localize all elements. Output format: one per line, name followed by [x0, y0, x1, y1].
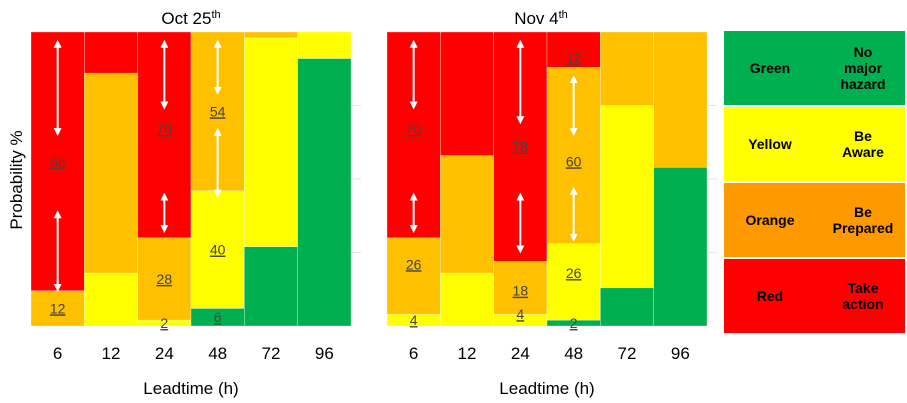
- x-axis-title: Leadtime (h): [143, 379, 238, 398]
- data-label: 6: [214, 309, 222, 325]
- bar-segment-green: [600, 287, 654, 327]
- legend-description: Be Prepared: [833, 204, 894, 236]
- bar-segment-orange: [84, 72, 138, 274]
- y-axis-title: Probability %: [7, 130, 26, 229]
- data-label: 4: [410, 312, 418, 328]
- data-label: 2: [160, 315, 168, 331]
- data-label: 4: [516, 306, 524, 322]
- data-label: 12: [50, 300, 66, 316]
- x-tick-label: 96: [315, 344, 334, 363]
- data-label: 26: [406, 256, 422, 272]
- data-label: 2: [570, 315, 578, 331]
- legend: Green No major hazard Yellow Be Aware Orange Be P…: [722, 29, 907, 335]
- x-tick-label: 96: [671, 344, 690, 363]
- x-tick-label: 48: [208, 344, 227, 363]
- bar-segment-yellow: [84, 272, 138, 327]
- legend-row-green: Green No major hazard: [722, 29, 907, 107]
- data-label: 28: [157, 271, 173, 287]
- x-tick-label: 24: [155, 344, 174, 363]
- bar-segment-yellow: [440, 272, 494, 327]
- bar-segment-green: [653, 166, 708, 327]
- data-label: 70: [406, 121, 422, 137]
- legend-row-red: Red Take action: [722, 257, 907, 335]
- legend-row-yellow: Yellow Be Aware: [722, 105, 907, 183]
- data-label: 88: [50, 153, 66, 169]
- legend-color-name: Yellow: [748, 136, 792, 152]
- bar-segment-orange: [653, 31, 708, 168]
- x-tick-label: 12: [102, 344, 121, 363]
- panel-title: Oct 25th: [161, 9, 220, 28]
- data-label: 40: [210, 242, 226, 258]
- data-label: 70: [157, 121, 173, 137]
- legend-row-orange: Orange Be Prepared: [722, 181, 907, 259]
- bar-segment-orange: [30, 290, 85, 327]
- x-tick-label: 6: [409, 344, 418, 363]
- x-tick-label: 6: [53, 344, 62, 363]
- x-axis-title: Leadtime (h): [499, 379, 594, 398]
- bar-segment-green: [297, 58, 352, 327]
- legend-swatch: [722, 257, 907, 335]
- legend-description: No major hazard: [840, 44, 885, 92]
- legend-description: Take action: [842, 280, 883, 312]
- legend-swatch: [722, 105, 907, 183]
- bar-segment-orange: [493, 261, 548, 315]
- legend-color-name: Red: [757, 288, 783, 304]
- bar-segment-yellow: [546, 243, 601, 321]
- data-label: 54: [210, 103, 226, 119]
- data-label: 18: [513, 283, 529, 299]
- panel-2: 6 12 24 48 72 96 4 26 70 4 18 78 2 26 60 12 Nov 4th Leadt…: [386, 9, 717, 398]
- bar-segment-yellow: [297, 31, 352, 59]
- data-label: 78: [513, 139, 529, 155]
- x-tick-label: 72: [262, 344, 281, 363]
- bar-segment-yellow: [600, 105, 654, 289]
- data-label: 12: [566, 50, 582, 66]
- bar-segment-green: [244, 246, 298, 327]
- data-label: 26: [566, 265, 582, 281]
- panel-title: Nov 4th: [514, 9, 568, 28]
- legend-color-name: Green: [750, 60, 790, 76]
- data-label: 60: [566, 153, 582, 169]
- bar-segment-yellow: [244, 37, 298, 247]
- bar-segment-orange: [386, 237, 441, 315]
- x-tick-label: 24: [511, 344, 530, 363]
- legend-color-name: Orange: [745, 212, 794, 228]
- bar-segment-red: [440, 31, 494, 156]
- legend-swatch: [722, 181, 907, 259]
- bar-segment-orange: [600, 31, 654, 106]
- legend-swatch: [722, 29, 907, 107]
- bar-segment-orange: [137, 237, 192, 321]
- bar-segment-red: [546, 31, 601, 68]
- legend-description: Be Aware: [842, 128, 884, 160]
- bar-segment-orange: [440, 155, 494, 274]
- x-tick-label: 12: [458, 344, 477, 363]
- panel-1: 6 12 24 48 72 96 12 88 2 28 70 6 40 54 Oct 25th Leadtim…: [30, 9, 361, 398]
- bar-segment-orange: [244, 31, 298, 39]
- bar-segment-red: [84, 31, 138, 74]
- x-tick-label: 48: [564, 344, 583, 363]
- x-tick-label: 72: [618, 344, 637, 363]
